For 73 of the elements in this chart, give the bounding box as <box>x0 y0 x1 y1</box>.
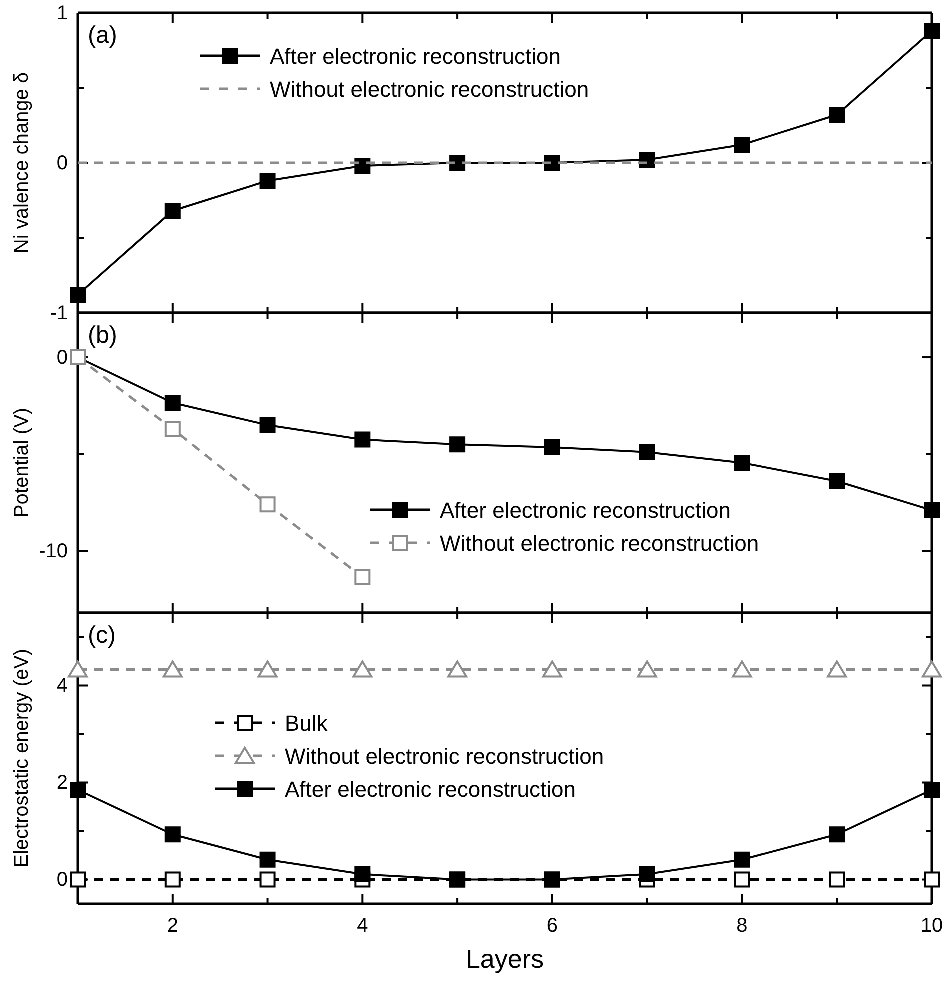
legend-label: Without electronic reconstruction <box>270 77 590 102</box>
point <box>260 173 276 189</box>
point <box>260 496 276 513</box>
point <box>450 155 466 171</box>
point <box>637 660 658 678</box>
point <box>829 473 846 490</box>
x-tick-label: 8 <box>736 915 748 938</box>
chart-title: (a) <box>88 22 118 49</box>
chart-title: (c) <box>88 622 116 649</box>
point <box>542 660 562 678</box>
point <box>829 826 846 843</box>
point <box>924 502 940 518</box>
point <box>639 152 656 168</box>
point <box>70 287 86 303</box>
point <box>68 660 88 678</box>
point <box>164 872 181 888</box>
y-tick-label: -1 <box>50 302 68 324</box>
point <box>258 660 278 678</box>
point <box>354 158 371 174</box>
y-axis-title: Electrostatic energy (eV) <box>11 649 33 868</box>
x-axis-title: Layers <box>466 944 544 974</box>
point <box>260 417 276 434</box>
point <box>162 660 183 678</box>
y-axis-title: Potential (V) <box>11 408 33 518</box>
point <box>70 872 86 888</box>
point <box>734 137 750 153</box>
point <box>734 852 750 868</box>
point <box>734 872 750 888</box>
point <box>827 660 848 678</box>
point <box>354 569 371 586</box>
point <box>164 826 181 843</box>
point <box>922 660 942 678</box>
x-tick-label: 4 <box>357 915 368 938</box>
point <box>544 440 560 456</box>
legend-label: Bulk <box>285 711 329 736</box>
point <box>164 395 181 411</box>
point <box>448 660 468 678</box>
y-axis-title: Ni valence change δ <box>11 72 33 254</box>
y-tick-label: 0 <box>56 346 68 369</box>
point <box>924 782 940 798</box>
legend-label: Without electronic reconstruction <box>440 531 760 556</box>
point <box>829 872 846 888</box>
y-tick-label: 1 <box>56 2 68 24</box>
point <box>260 872 276 888</box>
point <box>354 866 371 882</box>
point <box>544 155 560 171</box>
y-tick-label: 0 <box>56 869 68 892</box>
point <box>639 866 656 882</box>
x-tick-label: 6 <box>546 915 558 938</box>
point <box>164 421 181 438</box>
x-tick-label: 10 <box>920 915 944 938</box>
y-tick-label: 0 <box>56 152 68 174</box>
point <box>260 852 276 868</box>
x-tick-label: 2 <box>167 915 178 938</box>
legend-label: After electronic reconstruction <box>270 44 562 69</box>
legend-label: After electronic reconstruction <box>440 498 732 523</box>
y-tick-label: 4 <box>56 675 68 698</box>
point <box>352 660 373 678</box>
y-tick-label: 2 <box>56 772 68 794</box>
point <box>70 782 86 798</box>
y-tick-label: -10 <box>39 540 68 562</box>
point <box>734 455 750 471</box>
point <box>732 660 752 678</box>
chart-title: (b) <box>88 322 118 349</box>
point <box>639 444 656 460</box>
point <box>354 432 371 448</box>
legend-label: Without electronic reconstruction <box>285 744 604 769</box>
point <box>924 23 940 39</box>
point <box>829 107 846 123</box>
point <box>450 436 466 453</box>
legend-label: After electronic reconstruction <box>285 777 576 802</box>
point <box>924 872 940 888</box>
point <box>164 203 181 219</box>
